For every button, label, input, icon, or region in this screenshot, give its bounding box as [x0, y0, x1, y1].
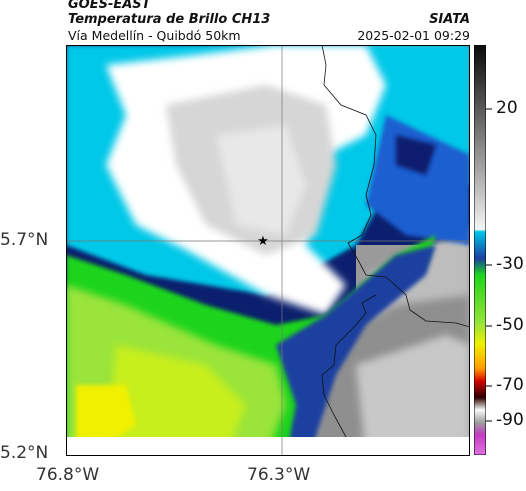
map-frame: [66, 45, 470, 456]
latitude-label: 5.7°N: [0, 230, 49, 250]
agency-label: SIATA: [429, 12, 470, 27]
colorbar-label: 20: [496, 98, 518, 118]
brightness-temperature-field: [66, 45, 470, 456]
timestamp-label: 2025-02-01 09:29: [357, 28, 470, 43]
boundary-line: [321, 294, 377, 438]
star-icon: ★: [257, 234, 269, 249]
colorbar-label: -70: [496, 375, 524, 395]
colorbar-label: -30: [496, 254, 524, 274]
longitude-label: 76.3°W: [247, 465, 311, 485]
satellite-map: ★: [66, 45, 470, 456]
colorbar-label: -50: [496, 315, 524, 335]
colorbar: [474, 45, 486, 455]
longitude-label: 76.8°W: [36, 465, 100, 485]
colorbar-ticks: [486, 108, 492, 422]
colorbar-label: -90: [496, 410, 524, 430]
boundary-line: [321, 45, 470, 328]
latitude-label: 5.2°N: [0, 443, 49, 463]
product-title: Temperatura de Brillo CH13: [68, 12, 271, 27]
satellite-title: GOES-EAST: [68, 0, 151, 12]
route-label: Vía Medellín - Quibdó 50km: [68, 28, 241, 43]
